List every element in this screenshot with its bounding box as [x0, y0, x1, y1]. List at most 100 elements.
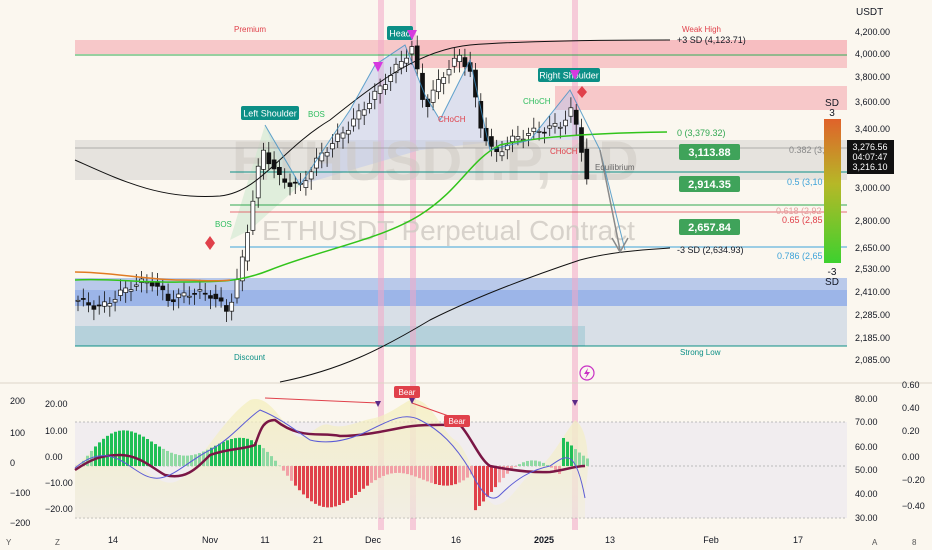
candle [510, 129, 515, 153]
osc-bar [562, 438, 565, 466]
fib786-label: 0.786 (2,65 [777, 251, 823, 261]
osc-bar [578, 452, 581, 466]
osc-bar [202, 451, 205, 466]
osc-bar [178, 455, 181, 466]
bos-label-1: BOS [308, 110, 325, 119]
osc-bar [350, 466, 353, 498]
time-tick: 17 [793, 535, 803, 545]
osc-bar [486, 466, 489, 497]
osc-bar [378, 466, 381, 478]
osc-bar [106, 435, 109, 466]
candle [165, 283, 171, 307]
osc-bar [214, 445, 217, 466]
candle [356, 103, 362, 130]
osc-bar [222, 441, 225, 466]
osc-bar [98, 442, 101, 466]
minus3sd-label: -3 SD (2,634.93) [677, 245, 744, 255]
zero-level-label: 0 (3,379.32) [677, 128, 726, 138]
last-price-box [847, 140, 894, 174]
osc-bar [234, 438, 237, 466]
candle [584, 138, 590, 185]
toolbar-right-1: 8 [912, 538, 917, 547]
osc-right-tick: 30.00 [855, 513, 878, 523]
candle [255, 158, 261, 208]
osc-bar [270, 456, 273, 466]
bottom-toolbar[interactable]: Y Z A 8 [6, 538, 917, 547]
osc-bar [138, 434, 141, 466]
head-tag: Head [387, 26, 413, 40]
osc-left-tick: 0 [10, 458, 15, 468]
candle [430, 80, 436, 111]
osc-right-tick: 70.00 [855, 417, 878, 427]
time-tick: 11 [260, 535, 269, 545]
osc-bar [406, 466, 409, 475]
candle [245, 224, 250, 271]
candle [451, 47, 457, 73]
candle [330, 134, 335, 158]
candle [229, 293, 235, 321]
fib382-label: 0.382 (3,31 [789, 145, 835, 155]
price-tick: 3,800.00 [855, 72, 890, 82]
osc-bar [114, 431, 117, 466]
osc-bar [130, 431, 133, 466]
osc-bar [366, 466, 369, 486]
osc-bar [198, 453, 201, 466]
osc-bar [430, 466, 433, 483]
osc-bar [226, 440, 229, 466]
candle [160, 279, 166, 301]
osc-bar [362, 466, 365, 489]
right-shoulder-label: Right Shoulder [539, 71, 599, 81]
right-shoulder-tag: Right Shoulder [538, 68, 600, 82]
osc-bar [458, 466, 461, 483]
price-tick: 2,650.00 [855, 243, 890, 253]
osc-bar [370, 466, 373, 483]
osc-bar [454, 466, 457, 485]
candle [478, 93, 484, 138]
price-tick: 3,400.00 [855, 124, 890, 134]
osc-left-tick: 200 [10, 396, 25, 406]
osc-bar [418, 466, 421, 479]
osc-bar [530, 460, 533, 466]
time-tick: 2025 [534, 535, 554, 545]
sd-gauge-bottom: SD [825, 277, 839, 288]
candle [489, 128, 494, 157]
bear-tag-2: Bear [444, 415, 470, 427]
candle [208, 290, 213, 310]
osc-bar [514, 466, 517, 467]
candle [213, 284, 219, 308]
osc-bar [394, 466, 397, 473]
oscillator-pane: Bear Bear [74, 386, 847, 519]
target-box-1: 3,113.88 [679, 144, 740, 160]
osc-bar [326, 466, 329, 508]
osc-bar [194, 454, 197, 466]
osc-bar [142, 436, 145, 466]
plus3sd-label: +3 SD (4,123.71) [677, 35, 746, 45]
sd-gauge-top: SD [825, 98, 839, 109]
osc-bar [494, 466, 497, 488]
osc-bar [262, 448, 265, 466]
time-axis[interactable]: 14 Nov 11 21 Dec 16 2025 13 Feb 17 [108, 535, 803, 545]
countdown-label: 04:07:47 [852, 152, 887, 162]
price-axis[interactable]: USDT 4,200.00 4,000.00 3,800.00 3,600.00 3,4… [847, 7, 894, 365]
candle [345, 121, 351, 144]
osc-bar [426, 466, 429, 482]
candle [80, 288, 86, 307]
toolbar-left-1: Z [55, 538, 60, 547]
osc-bar [274, 460, 277, 466]
osc-triangle-icon-1 [375, 401, 381, 407]
osc-bar [498, 466, 501, 483]
choch-label-3: CHoCH [550, 147, 578, 156]
osc-bar [154, 444, 157, 466]
osc-bar [554, 466, 557, 471]
lightning-icon[interactable] [579, 365, 595, 381]
ma-green-line [74, 131, 668, 283]
osc-bar [586, 458, 589, 466]
osc-bar [462, 466, 465, 481]
osc-inner-tick: 10.00 [45, 426, 68, 436]
weak-high-zone [420, 40, 847, 68]
osc-bar [510, 466, 513, 470]
osc-bar [314, 466, 317, 504]
choch-label-1: CHoCH [438, 115, 466, 124]
osc-bar [250, 440, 253, 466]
